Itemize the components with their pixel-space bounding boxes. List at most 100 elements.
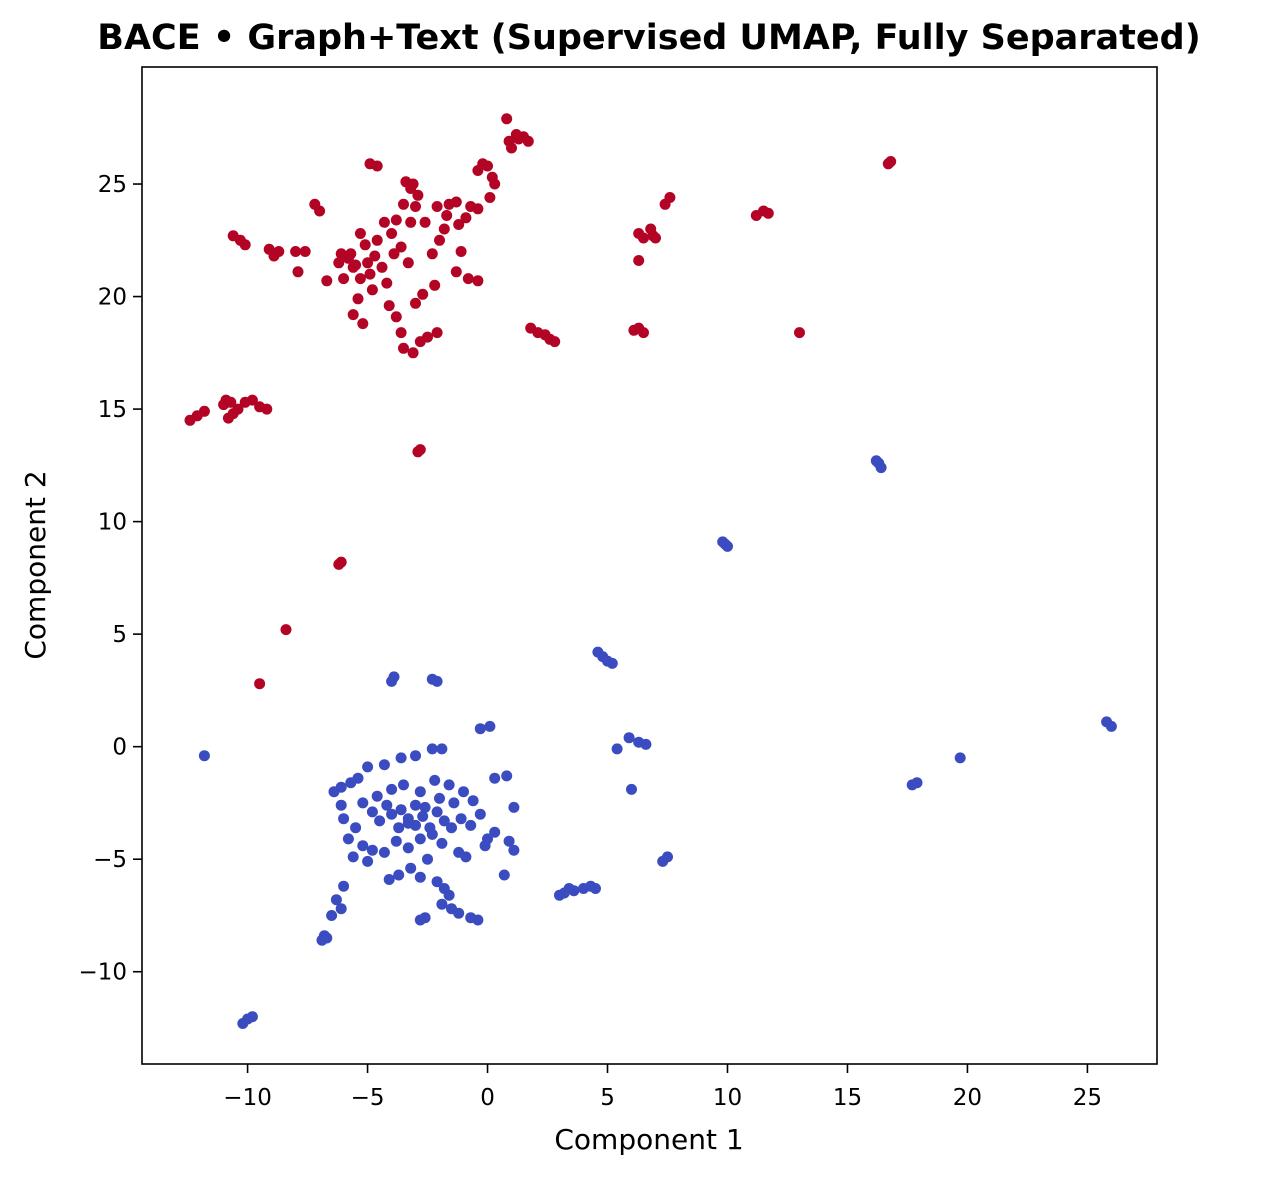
- scatter-point: [376, 261, 388, 273]
- scatter-point: [414, 444, 426, 456]
- scatter-point: [292, 266, 304, 278]
- scatter-point: [443, 198, 455, 210]
- scatter-point: [717, 536, 729, 548]
- y-tick-label: 15: [98, 397, 127, 423]
- scatter-point: [443, 779, 455, 791]
- scatter-point: [405, 862, 417, 874]
- scatter-point: [549, 336, 561, 348]
- y-tick-label: −10: [78, 960, 127, 986]
- scatter-point: [453, 907, 465, 919]
- scatter-point: [357, 797, 369, 809]
- scatter-point: [371, 790, 383, 802]
- scatter-point: [479, 840, 491, 852]
- scatter-point: [441, 210, 453, 221]
- scatter-point: [434, 792, 445, 804]
- scatter-point: [347, 261, 359, 273]
- x-axis: −10 −5 0 5 10 15 20 25: [223, 1064, 1102, 1111]
- scatter-point: [522, 135, 534, 147]
- scatter-point: [395, 752, 407, 764]
- scatter-point: [381, 799, 393, 811]
- scatter-point: [410, 201, 421, 212]
- scatter-point: [794, 327, 805, 339]
- scatter-point: [453, 219, 465, 230]
- scatter-point: [381, 277, 393, 289]
- scatter-point: [414, 833, 426, 845]
- scatter-point: [410, 819, 421, 831]
- scatter-point: [438, 223, 450, 235]
- scatter-point: [246, 1011, 258, 1023]
- scatter-point: [436, 837, 448, 849]
- scatter-point: [458, 786, 469, 798]
- scatter-point: [410, 297, 421, 309]
- scatter-point: [393, 869, 405, 881]
- scatter-point: [426, 743, 438, 755]
- scatter-point: [338, 880, 350, 892]
- scatter-point: [333, 257, 345, 269]
- scatter-point: [393, 822, 405, 834]
- scatter-point: [402, 813, 414, 825]
- scatter-point: [455, 246, 467, 257]
- scatter-point: [386, 675, 398, 687]
- scatter-point: [362, 257, 374, 269]
- scatter-point: [280, 624, 292, 636]
- scatter-point: [378, 846, 390, 858]
- scatter-point: [222, 412, 234, 424]
- scatter-point: [419, 801, 431, 813]
- x-tick-label: 20: [953, 1085, 982, 1111]
- scatter-point: [398, 779, 409, 791]
- scatter-point: [489, 826, 501, 838]
- scatter-point: [410, 799, 421, 811]
- y-axis-label: Component 2: [19, 470, 52, 659]
- scatter-point: [606, 657, 618, 669]
- scatter-point: [239, 239, 251, 251]
- scatter-point: [407, 347, 419, 359]
- scatter-point: [633, 255, 645, 266]
- scatter-point: [364, 268, 376, 280]
- scatter-point: [506, 142, 517, 154]
- scatter-point: [474, 808, 486, 820]
- x-tick-label: 15: [833, 1085, 862, 1111]
- scatter-point: [402, 257, 414, 269]
- scatter-point: [431, 201, 443, 212]
- scatter-point: [246, 394, 258, 406]
- scatter-point: [436, 898, 448, 910]
- scatter-point: [431, 806, 443, 818]
- scatter-point: [1105, 720, 1117, 732]
- scatter-point: [268, 250, 280, 262]
- scatter-point: [352, 772, 364, 784]
- x-tick-label: 25: [1073, 1085, 1102, 1111]
- scatter-point: [448, 797, 460, 809]
- scatter-point: [501, 770, 513, 782]
- scatter-point: [335, 903, 347, 915]
- scatter-point: [333, 558, 345, 570]
- scatter-point: [390, 835, 402, 847]
- scatter-point: [443, 889, 455, 901]
- scatter-point: [434, 234, 445, 246]
- scatter-point: [414, 786, 426, 798]
- scatter-point: [467, 795, 479, 807]
- scatter-point: [906, 779, 918, 791]
- points-layer: [184, 113, 1117, 1029]
- scatter-point: [484, 192, 496, 203]
- scatter-point: [460, 212, 472, 224]
- y-tick-label: 10: [98, 510, 127, 536]
- scatter-point: [414, 871, 426, 883]
- scatter-point: [429, 774, 441, 786]
- scatter-point: [438, 815, 450, 827]
- scatter-point: [395, 804, 407, 816]
- scatter-point: [398, 342, 409, 354]
- scatter-point: [623, 732, 635, 744]
- scatter-point: [326, 910, 338, 921]
- scatter-point: [650, 232, 661, 244]
- scatter-point: [638, 327, 649, 339]
- scatter-point: [321, 275, 333, 287]
- y-tick-label: 20: [98, 285, 127, 311]
- scatter-point: [611, 743, 623, 755]
- scatter-point: [417, 810, 429, 822]
- scatter-point: [508, 844, 520, 856]
- scatter-point: [366, 806, 378, 818]
- scatter-point: [386, 783, 398, 795]
- scatter-point: [254, 678, 266, 690]
- scatter-point: [954, 752, 966, 764]
